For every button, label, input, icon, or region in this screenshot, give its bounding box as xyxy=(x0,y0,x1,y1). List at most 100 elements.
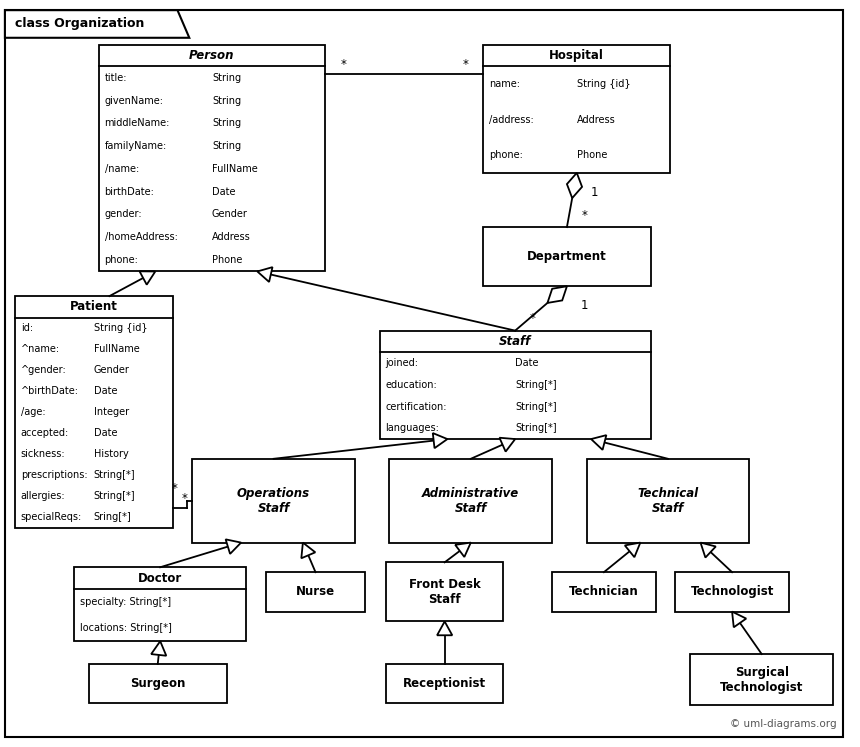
Bar xyxy=(552,572,655,612)
Text: Integer: Integer xyxy=(94,407,129,418)
Text: *: * xyxy=(181,492,187,505)
Text: /age:: /age: xyxy=(21,407,46,418)
Bar xyxy=(99,45,325,271)
Polygon shape xyxy=(5,10,189,38)
Text: specialty: String[*]: specialty: String[*] xyxy=(80,597,171,607)
Polygon shape xyxy=(732,612,746,627)
Polygon shape xyxy=(151,641,166,656)
Text: String[*]: String[*] xyxy=(94,492,135,501)
Bar xyxy=(483,227,651,286)
Text: joined:: joined: xyxy=(385,358,419,368)
Text: Address: Address xyxy=(212,232,251,242)
Text: 1: 1 xyxy=(580,300,588,312)
Polygon shape xyxy=(437,622,452,635)
Polygon shape xyxy=(548,286,567,303)
Text: middleName:: middleName: xyxy=(105,118,170,128)
Text: Nurse: Nurse xyxy=(296,586,335,598)
Text: class Organization: class Organization xyxy=(15,17,144,31)
Text: FullName: FullName xyxy=(212,164,258,174)
Bar xyxy=(267,572,365,612)
Text: Gender: Gender xyxy=(94,365,130,375)
Polygon shape xyxy=(257,267,273,282)
Polygon shape xyxy=(139,271,156,285)
Bar xyxy=(386,562,503,622)
Text: allergies:: allergies: xyxy=(21,492,65,501)
Text: accepted:: accepted: xyxy=(21,428,69,438)
Bar xyxy=(587,459,749,542)
Text: String: String xyxy=(212,72,241,83)
Bar xyxy=(74,567,247,641)
Text: familyName:: familyName: xyxy=(105,141,167,151)
Text: String: String xyxy=(212,118,241,128)
Text: Receptionist: Receptionist xyxy=(403,677,486,690)
Polygon shape xyxy=(625,542,641,557)
Polygon shape xyxy=(500,438,515,452)
Polygon shape xyxy=(455,542,470,557)
Text: Administrative
Staff: Administrative Staff xyxy=(422,487,519,515)
Text: *: * xyxy=(463,58,469,71)
Polygon shape xyxy=(701,542,716,557)
Bar xyxy=(675,572,789,612)
Text: name:: name: xyxy=(489,79,520,89)
Text: Surgical
Technologist: Surgical Technologist xyxy=(720,666,803,694)
Text: Staff: Staff xyxy=(499,335,531,348)
Text: Technical
Staff: Technical Staff xyxy=(637,487,698,515)
Text: *: * xyxy=(341,58,346,71)
Text: String {id}: String {id} xyxy=(577,79,630,89)
Text: Technologist: Technologist xyxy=(691,586,774,598)
Text: 1: 1 xyxy=(591,186,599,199)
Text: locations: String[*]: locations: String[*] xyxy=(80,623,172,633)
Text: String: String xyxy=(212,96,241,105)
Text: title:: title: xyxy=(105,72,127,83)
Polygon shape xyxy=(591,436,606,450)
Text: /homeAddress:: /homeAddress: xyxy=(105,232,177,242)
Text: Person: Person xyxy=(189,49,235,62)
Text: Doctor: Doctor xyxy=(138,571,182,585)
Text: String {id}: String {id} xyxy=(94,323,147,333)
Text: Address: Address xyxy=(577,114,616,125)
Text: *: * xyxy=(172,483,177,495)
Text: FullName: FullName xyxy=(94,344,139,354)
Text: String[*]: String[*] xyxy=(94,471,135,480)
Text: Operations
Staff: Operations Staff xyxy=(237,487,310,515)
Text: Phone: Phone xyxy=(212,255,243,265)
Polygon shape xyxy=(433,433,447,448)
Bar xyxy=(390,459,552,542)
Text: Gender: Gender xyxy=(212,209,248,220)
Text: Surgeon: Surgeon xyxy=(130,677,186,690)
Text: sickness:: sickness: xyxy=(21,449,65,459)
Text: *: * xyxy=(530,312,536,325)
Text: /address:: /address: xyxy=(489,114,534,125)
Text: © uml-diagrams.org: © uml-diagrams.org xyxy=(729,719,836,729)
Text: Technician: Technician xyxy=(569,586,639,598)
Text: id:: id: xyxy=(21,323,33,333)
Text: ^name:: ^name: xyxy=(21,344,60,354)
Text: languages:: languages: xyxy=(385,424,439,433)
Text: Patient: Patient xyxy=(70,300,118,314)
Bar xyxy=(386,664,503,704)
Text: phone:: phone: xyxy=(489,150,523,160)
Text: gender:: gender: xyxy=(105,209,142,220)
Text: certification:: certification: xyxy=(385,402,447,412)
Text: /name:: /name: xyxy=(105,164,138,174)
Text: Date: Date xyxy=(515,358,538,368)
Text: Sring[*]: Sring[*] xyxy=(94,512,132,522)
Text: *: * xyxy=(581,208,587,222)
Bar xyxy=(89,664,227,704)
Bar xyxy=(15,296,173,528)
Text: Hospital: Hospital xyxy=(550,49,605,62)
Text: String[*]: String[*] xyxy=(515,402,556,412)
Text: birthDate:: birthDate: xyxy=(105,187,155,196)
Polygon shape xyxy=(567,173,582,198)
Text: specialReqs:: specialReqs: xyxy=(21,512,82,522)
Text: Date: Date xyxy=(94,386,117,397)
Text: phone:: phone: xyxy=(105,255,138,265)
Text: ^birthDate:: ^birthDate: xyxy=(21,386,79,397)
Text: String[*]: String[*] xyxy=(515,379,556,390)
Bar xyxy=(691,654,833,705)
Text: education:: education: xyxy=(385,379,437,390)
Bar xyxy=(483,45,671,173)
Bar xyxy=(193,459,355,542)
Text: Date: Date xyxy=(94,428,117,438)
Text: String[*]: String[*] xyxy=(515,424,556,433)
